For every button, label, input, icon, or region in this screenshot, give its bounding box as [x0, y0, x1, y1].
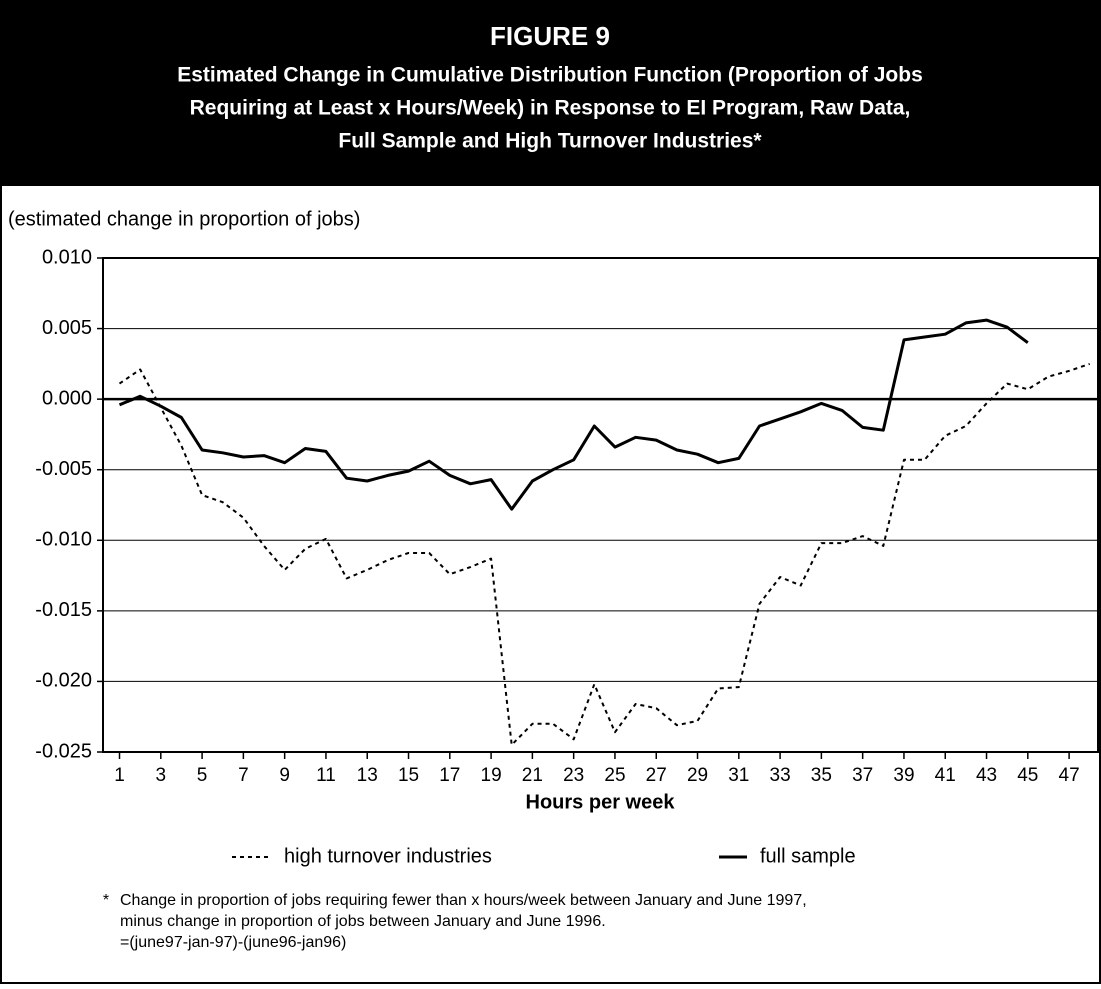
footnote: minus change in proportion of jobs betwe…	[120, 913, 606, 930]
x-tick-label: 13	[357, 765, 378, 786]
x-tick-label: 37	[852, 765, 873, 786]
x-tick-label: 7	[238, 765, 249, 786]
x-tick-label: 27	[646, 765, 667, 786]
x-tick-label: 5	[197, 765, 208, 786]
chart-subtitle: Requiring at Least x Hours/Week) in Resp…	[190, 97, 911, 120]
x-tick-label: 31	[728, 765, 749, 786]
y-tick-label: 0.000	[42, 387, 92, 409]
x-tick-label: 43	[976, 765, 997, 786]
x-tick-label: 47	[1059, 765, 1080, 786]
y-tick-label: 0.010	[42, 246, 92, 268]
footnote-marker: *	[103, 892, 109, 909]
x-tick-label: 19	[481, 765, 502, 786]
x-tick-label: 29	[687, 765, 708, 786]
series-line	[118, 318, 1029, 511]
x-tick-label: 15	[398, 765, 419, 786]
x-tick-label: 41	[935, 765, 956, 786]
x-tick-label: 3	[156, 765, 167, 786]
x-tick-label: 1	[114, 765, 125, 786]
footnote: Change in proportion of jobs requiring f…	[120, 892, 807, 909]
series-line	[118, 362, 1091, 746]
x-tick-label: 39	[893, 765, 914, 786]
footnote: =(june97-jan-97)-(june96-jan96)	[120, 934, 346, 951]
x-tick-label: 25	[604, 765, 625, 786]
y-tick-label: -0.005	[35, 458, 92, 480]
plot-frame	[102, 257, 1099, 753]
chart-subtitle: Estimated Change in Cumulative Distribut…	[177, 64, 923, 87]
y-tick-label: -0.010	[35, 529, 92, 551]
y-axis-label: (estimated change in proportion of jobs)	[8, 208, 360, 230]
x-tick-label: 9	[279, 765, 290, 786]
x-tick-label: 23	[563, 765, 584, 786]
chart-title: FIGURE 9	[490, 21, 610, 51]
y-tick-label: -0.020	[35, 670, 92, 692]
x-tick-label: 35	[811, 765, 832, 786]
x-tick-label: 11	[316, 765, 336, 786]
x-tick-label: 45	[1017, 765, 1038, 786]
x-tick-label: 33	[770, 765, 791, 786]
header-band	[0, 0, 1101, 186]
x-axis-label: Hours per week	[526, 791, 676, 813]
y-tick-label: 0.005	[42, 317, 92, 339]
y-tick-label: -0.015	[35, 599, 92, 621]
y-tick-label: -0.025	[35, 740, 92, 762]
legend-label: high turnover industries	[284, 845, 492, 867]
x-tick-label: 17	[439, 765, 460, 786]
legend-label: full sample	[760, 845, 856, 867]
chart-subtitle: Full Sample and High Turnover Industries…	[338, 130, 762, 153]
x-tick-label: 21	[522, 765, 543, 786]
